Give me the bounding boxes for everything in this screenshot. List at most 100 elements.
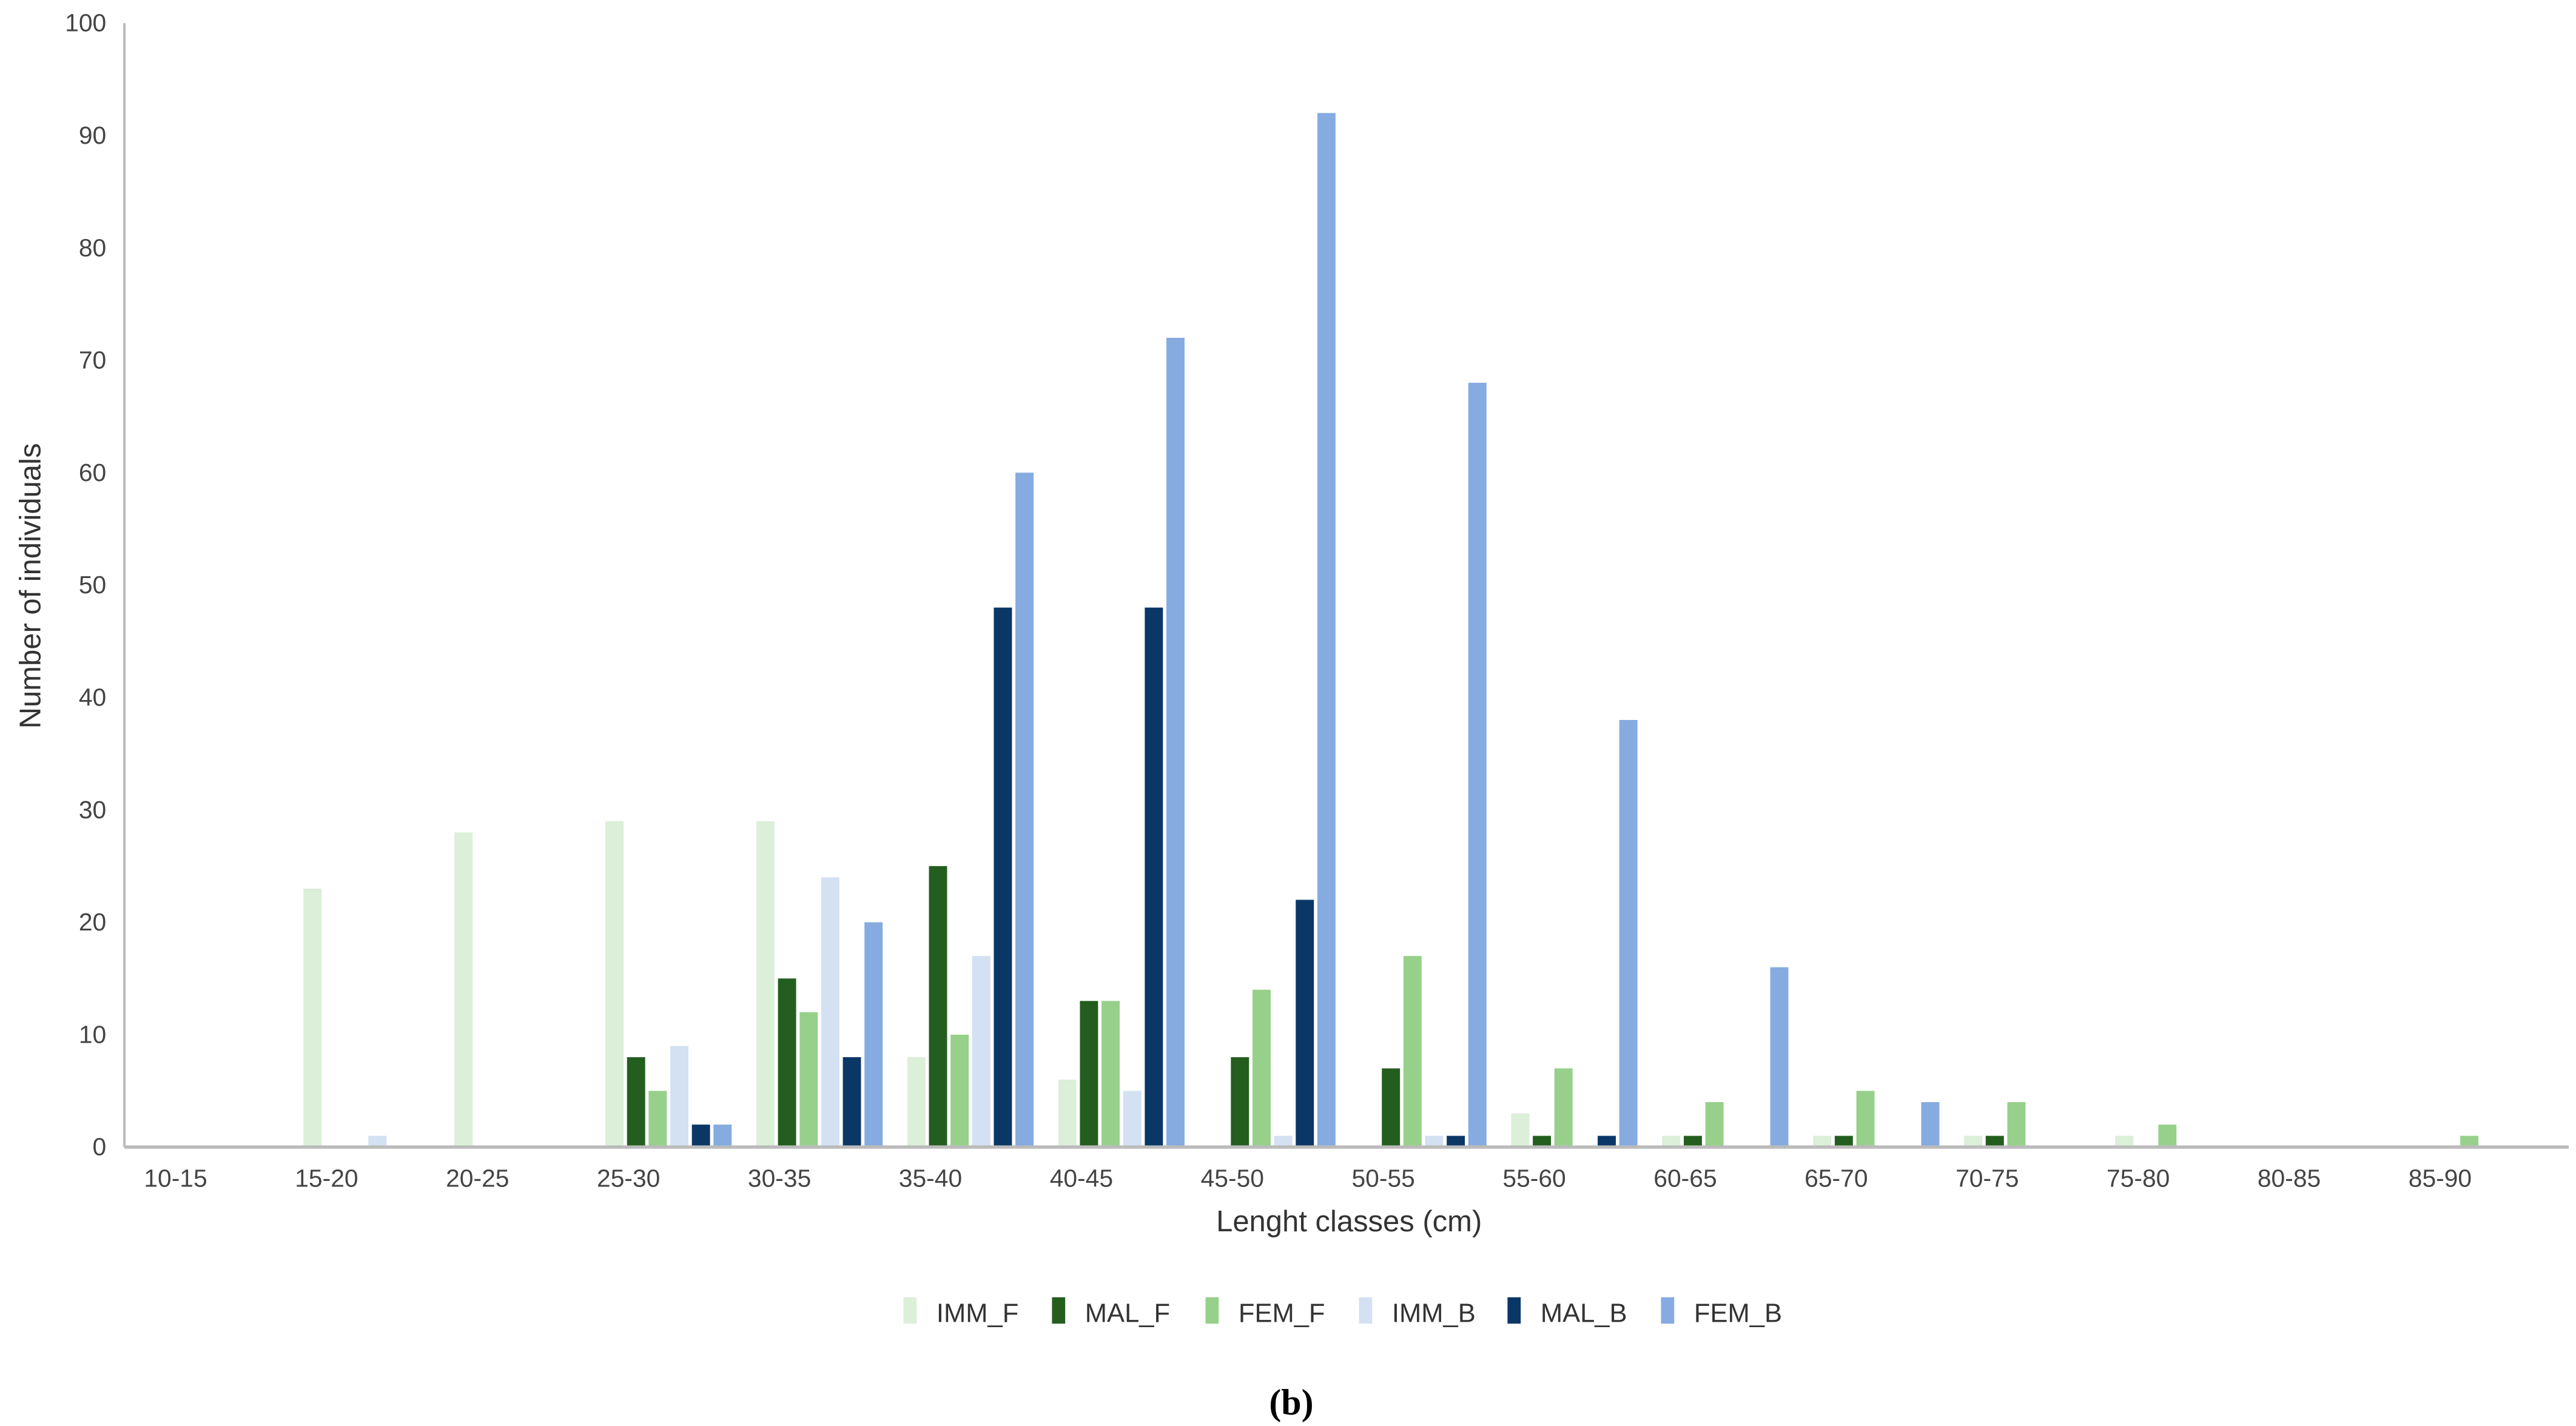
bar-IMM_F-65-70 — [1813, 1135, 1832, 1148]
bar-IMM_F-20-25 — [454, 832, 473, 1148]
y-tick-label: 70 — [79, 346, 106, 374]
legend-swatch — [1052, 1297, 1066, 1324]
bar-IMM_B-35-40 — [972, 956, 990, 1148]
bar-MAL_B-50-55 — [1447, 1135, 1465, 1148]
bar-FEM_F-70-75 — [2007, 1102, 2026, 1148]
x-tick-label: 50-55 — [1351, 1164, 1414, 1192]
bar-IMM_F-15-20 — [303, 888, 322, 1148]
legend-item-MAL_F: MAL_F — [1052, 1297, 1170, 1328]
x-tick-label: 75-80 — [2107, 1164, 2170, 1192]
bar-MAL_F-30-35 — [778, 978, 796, 1148]
bar-IMM_B-45-50 — [1274, 1135, 1293, 1148]
bar-MAL_F-50-55 — [1382, 1068, 1401, 1148]
bar-FEM_F-45-50 — [1252, 989, 1271, 1148]
bar-IMM_F-35-40 — [907, 1057, 926, 1148]
bar-FEM_B-25-30 — [713, 1125, 732, 1148]
y-tick-label: 40 — [79, 684, 106, 711]
legend-swatch — [1661, 1297, 1675, 1324]
y-tick-label: 60 — [79, 459, 106, 486]
x-tick-label: 25-30 — [597, 1164, 660, 1192]
bars-layer — [303, 113, 2479, 1148]
legend-swatch — [1507, 1297, 1521, 1324]
legend-label: IMM_B — [1392, 1299, 1476, 1328]
y-tick-label: 100 — [65, 9, 106, 37]
bar-FEM_F-60-65 — [1705, 1102, 1724, 1148]
bar-IMM_B-30-35 — [821, 877, 839, 1148]
bar-MAL_F-65-70 — [1834, 1135, 1853, 1148]
bar-MAL_F-25-30 — [627, 1057, 645, 1148]
legend-swatch — [903, 1297, 917, 1324]
x-tick-label: 30-35 — [748, 1164, 811, 1192]
legend-item-IMM_F: IMM_F — [903, 1297, 1018, 1328]
y-tick-label: 50 — [79, 571, 106, 599]
legend-label: MAL_F — [1085, 1299, 1170, 1328]
bar-MAL_F-35-40 — [929, 866, 947, 1148]
bar-FEM_B-60-65 — [1770, 967, 1789, 1148]
y-tick-labels: 0 10 20 30 40 50 60 70 80 90 100 — [65, 9, 106, 1161]
bar-FEM_F-35-40 — [950, 1034, 969, 1148]
bar-IMM_F-60-65 — [1662, 1135, 1681, 1148]
legend-item-FEM_F: FEM_F — [1205, 1297, 1325, 1328]
bar-IMM_F-40-45 — [1058, 1079, 1077, 1148]
x-tick-labels: 10-15 15-20 20-25 25-30 30-35 35-40 40-45 45-50… — [144, 1164, 2472, 1192]
bar-FEM_B-50-55 — [1468, 383, 1487, 1148]
y-tick-label: 20 — [79, 908, 106, 936]
bar-FEM_B-30-35 — [864, 922, 883, 1148]
legend: IMM_F MAL_F FEM_F IMM_B MAL_B FEM_B — [903, 1297, 1782, 1328]
legend-label: FEM_B — [1694, 1299, 1782, 1328]
legend-label: IMM_F — [937, 1299, 1018, 1328]
x-tick-label: 10-15 — [144, 1164, 207, 1192]
bar-IMM_F-25-30 — [605, 821, 624, 1148]
x-tick-label: 15-20 — [295, 1164, 358, 1192]
x-tick-label: 60-65 — [1653, 1164, 1717, 1192]
bar-MAL_F-60-65 — [1684, 1135, 1702, 1148]
y-tick-label: 90 — [79, 121, 106, 149]
legend-item-IMM_B: IMM_B — [1359, 1297, 1476, 1328]
legend-swatch — [1205, 1297, 1219, 1324]
y-axis-label: Number of individuals — [14, 443, 47, 729]
figure-caption: (b) — [1269, 1382, 1313, 1422]
bar-FEM_B-40-45 — [1166, 337, 1185, 1148]
y-tick-label: 80 — [79, 234, 106, 261]
bar-FEM_B-35-40 — [1015, 473, 1034, 1148]
legend-swatch — [1359, 1297, 1373, 1324]
legend-label: FEM_F — [1239, 1299, 1325, 1328]
bar-IMM_B-15-20 — [368, 1135, 387, 1148]
y-tick-label: 0 — [93, 1133, 107, 1161]
bar-IMM_F-70-75 — [1964, 1135, 1983, 1148]
bar-IMM_B-50-55 — [1425, 1135, 1444, 1148]
bar-MAL_B-45-50 — [1296, 900, 1314, 1148]
x-tick-label: 40-45 — [1050, 1164, 1113, 1192]
bar-MAL_F-70-75 — [1985, 1135, 2004, 1148]
legend-label: MAL_B — [1541, 1299, 1627, 1328]
bar-MAL_B-35-40 — [994, 607, 1012, 1148]
x-tick-label: 45-50 — [1201, 1164, 1264, 1192]
legend-item-MAL_B: MAL_B — [1507, 1297, 1627, 1328]
bar-IMM_B-25-30 — [670, 1046, 688, 1148]
y-tick-label: 30 — [79, 796, 106, 824]
bar-FEM_F-85-90 — [2460, 1135, 2479, 1148]
bar-FEM_B-55-60 — [1619, 719, 1638, 1148]
x-axis-label: Lenght classes (cm) — [1216, 1205, 1482, 1238]
bar-MAL_B-55-60 — [1598, 1135, 1616, 1148]
y-tick-label: 10 — [79, 1020, 106, 1048]
bar-MAL_B-40-45 — [1145, 607, 1163, 1148]
x-tick-label: 80-85 — [2258, 1164, 2321, 1192]
bar-FEM_F-30-35 — [799, 1012, 818, 1148]
bar-FEM_B-65-70 — [1921, 1102, 1940, 1148]
bar-FEM_F-25-30 — [648, 1091, 667, 1148]
bar-IMM_F-75-80 — [2115, 1135, 2133, 1148]
x-tick-label: 65-70 — [1804, 1164, 1868, 1192]
bar-MAL_B-25-30 — [691, 1125, 710, 1148]
x-tick-label: 35-40 — [899, 1164, 962, 1192]
bar-FEM_F-40-45 — [1101, 1001, 1120, 1148]
bar-IMM_F-55-60 — [1511, 1113, 1530, 1148]
x-tick-label: 85-90 — [2409, 1164, 2472, 1192]
legend-item-FEM_B: FEM_B — [1661, 1297, 1782, 1328]
bar-MAL_F-40-45 — [1080, 1001, 1098, 1148]
bar-FEM_F-75-80 — [2158, 1125, 2177, 1148]
bar-FEM_F-55-60 — [1554, 1068, 1573, 1148]
bar-IMM_F-30-35 — [756, 821, 775, 1148]
bar-IMM_B-40-45 — [1123, 1091, 1142, 1148]
